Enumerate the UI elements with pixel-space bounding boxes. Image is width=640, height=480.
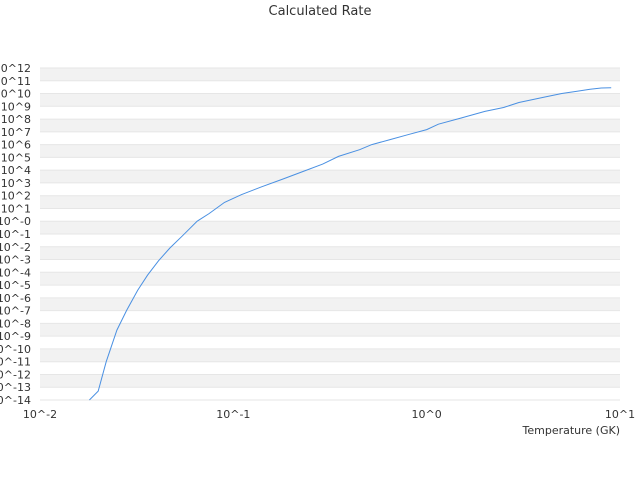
y-tick-label: 10^11	[0, 75, 31, 88]
grid-band	[40, 323, 620, 337]
x-axis-label: Temperature (GK)	[522, 424, 621, 437]
y-tick-label: 10^-14	[0, 394, 31, 407]
x-tick-label: 10^1	[605, 408, 635, 421]
y-tick-label: 10^7	[1, 126, 31, 139]
y-tick-label: 10^-12	[0, 368, 31, 381]
y-tick-label: 10^3	[1, 177, 31, 190]
y-tick-label: 10^-11	[0, 356, 31, 369]
grid-band	[40, 348, 620, 362]
grid-band	[40, 310, 620, 324]
y-tick-label: 10^1	[1, 202, 31, 215]
y-tick-label: 10^-1	[0, 228, 31, 241]
grid-band	[40, 182, 620, 196]
y-tick-label: 10^-7	[0, 305, 31, 318]
series-group	[89, 87, 612, 401]
y-tick-label: 10^-4	[0, 266, 31, 279]
y-tick-label: 10^-8	[0, 317, 31, 330]
y-tick-label: 10^5	[1, 151, 31, 164]
y-tick-label: 10^-2	[0, 241, 31, 254]
grid-band	[40, 297, 620, 311]
y-tick-label: 10^4	[1, 164, 31, 177]
x-tick-label: 10^0	[412, 408, 442, 421]
y-tick-label: 10^-0	[0, 215, 31, 228]
grid-band	[40, 208, 620, 222]
x-tick-label: 10^-2	[23, 408, 57, 421]
grid-band	[40, 361, 620, 375]
grid-band	[40, 234, 620, 247]
grid-band	[40, 68, 620, 81]
chart-title: Calculated Rate	[268, 4, 372, 19]
y-tick-label: 10^10	[0, 88, 31, 101]
grid-band	[40, 170, 620, 183]
y-tick-label: 10^12	[0, 62, 31, 75]
y-tick-label: 10^-10	[0, 343, 31, 356]
y-tick-label: 10^9	[1, 100, 31, 113]
y-tick-label: 10^-9	[0, 330, 31, 343]
y-tick-label: 10^-3	[0, 254, 31, 267]
x-tick-label: 10^-1	[216, 408, 250, 421]
grid-band	[40, 221, 620, 234]
grid-bands	[40, 67, 620, 401]
y-tick-label: 10^6	[1, 139, 31, 152]
grid-band	[40, 285, 620, 298]
grid-band	[40, 246, 620, 260]
y-tick-label: 10^-6	[0, 292, 31, 305]
x-axis-ticks: 10^-2 10^-1 10^0 10^1	[23, 408, 635, 421]
grid-band	[40, 374, 620, 388]
y-tick-label: 10^-13	[0, 381, 31, 394]
y-tick-label: 10^8	[1, 113, 31, 126]
rate-series-line	[89, 87, 612, 401]
grid-band	[40, 387, 620, 400]
grid-band	[40, 195, 620, 209]
grid-band	[40, 144, 620, 158]
grid-band	[40, 80, 620, 94]
grid-band	[40, 106, 620, 120]
grid-band	[40, 272, 620, 286]
grid-band	[40, 93, 620, 107]
y-tick-label: 10^2	[1, 190, 31, 203]
grid-band	[40, 157, 620, 171]
grid-band	[40, 336, 620, 349]
grid-band	[40, 131, 620, 145]
y-tick-label: 10^-5	[0, 279, 31, 292]
grid-band	[40, 119, 620, 132]
grid-band	[40, 259, 620, 273]
y-axis-ticks: 10^-1410^-1310^-1210^-1110^-1010^-910^-8…	[0, 62, 31, 407]
